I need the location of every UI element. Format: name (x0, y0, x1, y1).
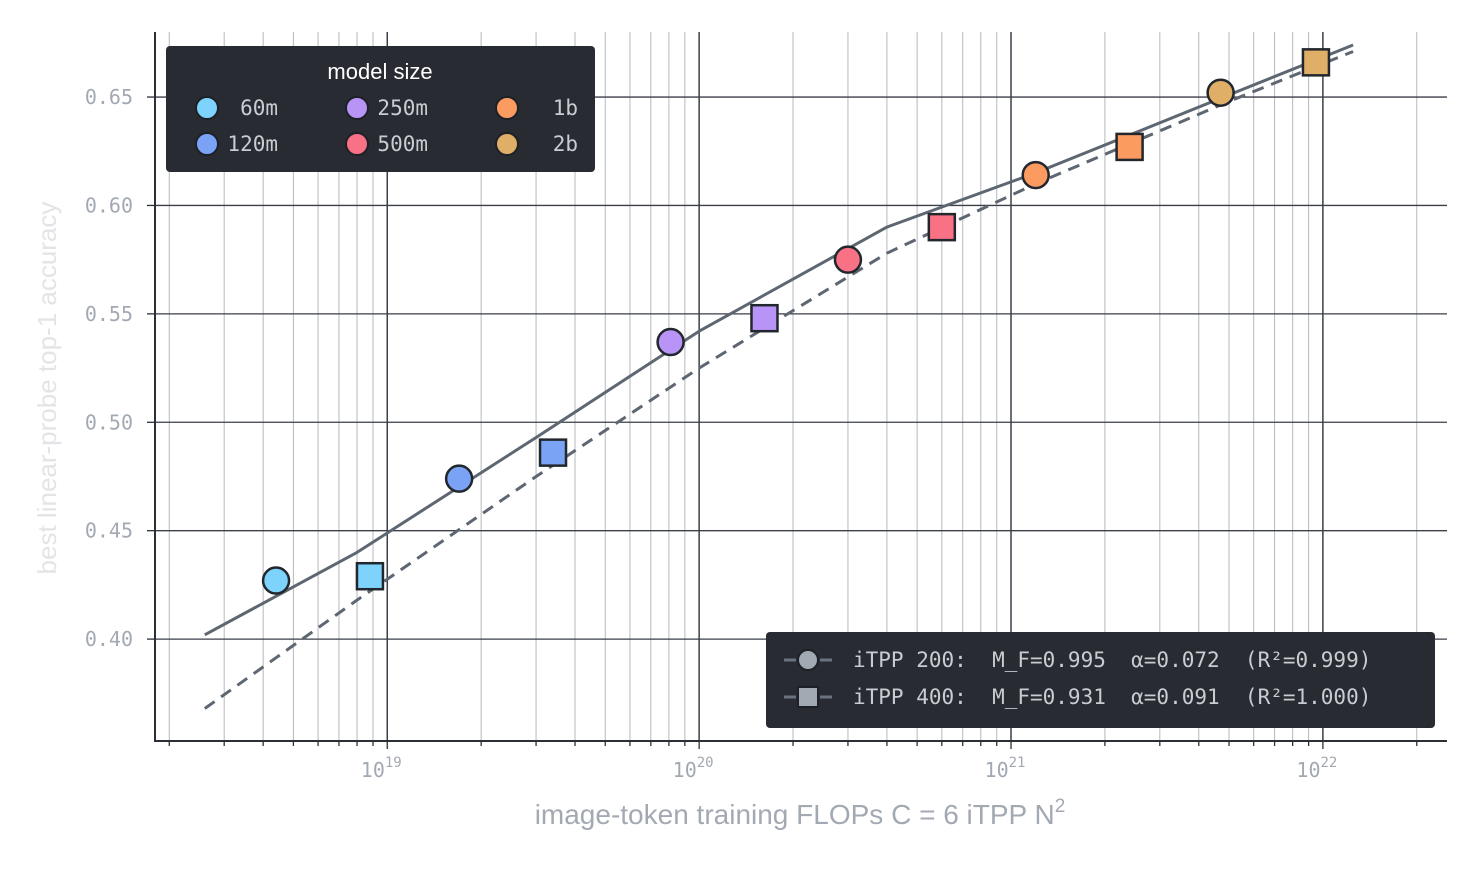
fit-lines (203, 43, 1354, 710)
y-tick-label: 0.60 (85, 193, 133, 217)
x-tick-label: 1019 (361, 755, 402, 782)
legend-swatch-1b (495, 96, 519, 120)
legend-label-60m: 60m (240, 96, 278, 120)
x-tick-label: 1022 (1296, 755, 1337, 782)
fit-legend-square-marker (797, 686, 819, 708)
legend-swatch-2b (495, 132, 519, 156)
legend-swatch-120m (195, 132, 219, 156)
marker-square-2b (1301, 48, 1331, 77)
y-tick-label: 0.55 (85, 302, 133, 326)
data-markers (261, 48, 1331, 595)
fit-legend-label: iTPP 400: M_F=0.931 α=0.091 (R²=1.000) (853, 685, 1371, 709)
marker-circle-60m (261, 566, 291, 595)
legend-swatch-60m (195, 96, 219, 120)
fit-legend-box (766, 632, 1435, 728)
model-size-legend-title: model size (327, 59, 432, 84)
model-size-legend-box (166, 46, 595, 172)
marker-square-1b (1115, 132, 1144, 162)
fit-line-solid (204, 43, 1354, 637)
marker-circle-2b (1206, 78, 1235, 107)
legend-swatch-250m (345, 96, 369, 120)
legend-label-500m: 500m (377, 132, 428, 156)
y-axis-label: best linear-probe top-1 accuracy (32, 202, 62, 575)
marker-square-60m (355, 561, 385, 591)
y-tick-label: 0.65 (85, 85, 133, 109)
marker-square-500m (927, 212, 957, 242)
y-tick-label: 0.45 (85, 519, 133, 543)
fit-legend-circle-marker (797, 649, 819, 671)
marker-circle-1b (1021, 160, 1050, 190)
y-tick-label: 0.40 (85, 627, 133, 651)
x-tick-label: 1021 (985, 755, 1026, 782)
axes (147, 32, 1447, 749)
legend-label-2b: 2b (553, 132, 578, 156)
x-axis-label: image-token training FLOPs C = 6 iTPP N2 (535, 796, 1066, 830)
fit-legend-label: iTPP 200: M_F=0.995 α=0.072 (R²=0.999) (853, 648, 1371, 672)
tick-labels: 0.40 0.45 0.50 0.55 0.60 0.65 1019 1020 1021 1022 (85, 85, 1338, 782)
marker-circle-250m (656, 327, 685, 357)
fit-legend: iTPP 200: M_F=0.995 α=0.072 (R²=0.999) iT… (766, 632, 1435, 728)
legend-label-250m: 250m (377, 96, 428, 120)
marker-circle-120m (444, 464, 474, 493)
model-size-legend: model size 60m 250m 1b 120m 500m 2b (166, 46, 595, 172)
marker-square-120m (538, 438, 568, 467)
marker-square-250m (750, 303, 779, 333)
legend-swatch-500m (345, 132, 369, 156)
y-tick-label: 0.50 (85, 410, 133, 434)
legend-label-120m: 120m (227, 132, 278, 156)
marker-circle-500m (833, 245, 863, 274)
x-tick-label: 1020 (673, 755, 714, 782)
legend-label-1b: 1b (553, 96, 578, 120)
fit-line-dashed (203, 50, 1354, 710)
